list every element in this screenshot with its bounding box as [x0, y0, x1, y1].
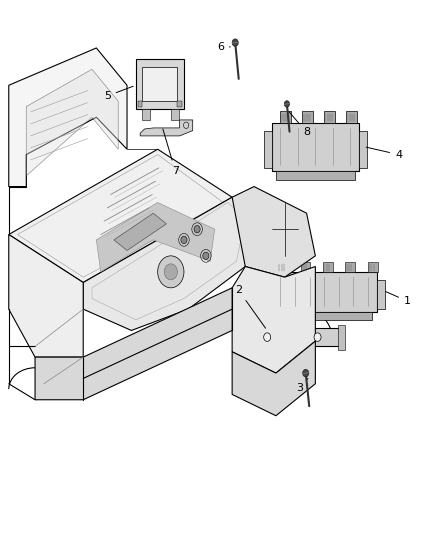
- Circle shape: [314, 333, 321, 342]
- FancyBboxPatch shape: [247, 321, 258, 328]
- FancyBboxPatch shape: [264, 131, 272, 168]
- Polygon shape: [140, 120, 193, 136]
- FancyBboxPatch shape: [138, 101, 142, 107]
- Circle shape: [284, 101, 290, 107]
- Text: 5: 5: [104, 86, 133, 101]
- FancyBboxPatch shape: [242, 325, 249, 350]
- FancyBboxPatch shape: [278, 262, 288, 272]
- FancyBboxPatch shape: [323, 262, 333, 272]
- Circle shape: [203, 252, 209, 260]
- FancyBboxPatch shape: [263, 280, 272, 309]
- FancyBboxPatch shape: [171, 109, 179, 120]
- Text: 6: 6: [217, 42, 230, 52]
- FancyBboxPatch shape: [245, 328, 342, 346]
- Circle shape: [303, 369, 309, 377]
- Circle shape: [164, 264, 177, 280]
- Polygon shape: [9, 149, 232, 282]
- Polygon shape: [9, 48, 127, 187]
- FancyBboxPatch shape: [359, 131, 367, 168]
- Polygon shape: [232, 266, 315, 373]
- FancyBboxPatch shape: [346, 111, 357, 123]
- FancyBboxPatch shape: [136, 59, 184, 109]
- FancyBboxPatch shape: [272, 123, 359, 171]
- FancyBboxPatch shape: [302, 111, 313, 123]
- Polygon shape: [83, 197, 254, 330]
- Polygon shape: [96, 203, 215, 272]
- FancyBboxPatch shape: [300, 262, 310, 272]
- FancyBboxPatch shape: [346, 262, 355, 272]
- Text: 3: 3: [297, 378, 308, 393]
- Circle shape: [264, 333, 271, 342]
- FancyBboxPatch shape: [368, 262, 378, 272]
- FancyBboxPatch shape: [142, 67, 177, 101]
- FancyBboxPatch shape: [177, 101, 182, 107]
- Circle shape: [194, 225, 200, 233]
- Text: 4: 4: [366, 147, 402, 159]
- FancyBboxPatch shape: [276, 171, 355, 180]
- Text: 7: 7: [163, 129, 179, 175]
- Polygon shape: [35, 288, 232, 400]
- Circle shape: [158, 256, 184, 288]
- FancyBboxPatch shape: [324, 111, 335, 123]
- Circle shape: [232, 39, 238, 46]
- FancyBboxPatch shape: [338, 325, 345, 350]
- FancyBboxPatch shape: [276, 312, 372, 320]
- Polygon shape: [9, 235, 83, 357]
- Polygon shape: [114, 213, 166, 251]
- Text: 2: 2: [235, 286, 265, 328]
- FancyBboxPatch shape: [272, 272, 377, 312]
- FancyBboxPatch shape: [280, 111, 291, 123]
- FancyBboxPatch shape: [377, 280, 385, 309]
- Text: 1: 1: [386, 292, 411, 306]
- Polygon shape: [26, 69, 118, 176]
- Polygon shape: [232, 187, 315, 277]
- Polygon shape: [232, 341, 315, 416]
- FancyBboxPatch shape: [142, 109, 150, 120]
- Text: 8: 8: [289, 111, 310, 137]
- Circle shape: [181, 236, 187, 244]
